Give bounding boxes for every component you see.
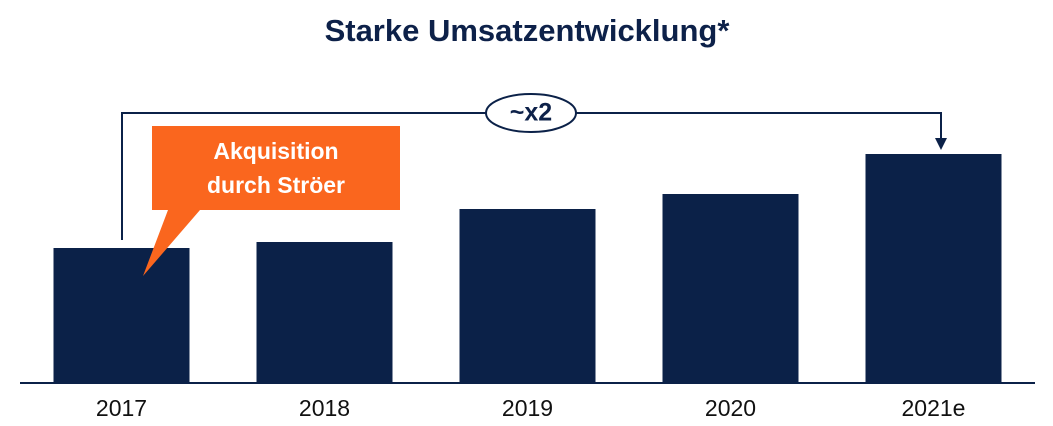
growth-badge xyxy=(485,93,577,133)
x-tick-label: 2019 xyxy=(502,395,553,421)
callout-text: durch Ströer xyxy=(207,172,345,198)
x-tick-label: 2021e xyxy=(902,395,966,421)
x-tick-label: 2018 xyxy=(299,395,350,421)
bar xyxy=(459,209,596,383)
bar xyxy=(662,194,799,383)
chart-title: Starke Umsatzentwicklung* xyxy=(325,13,731,48)
x-tick-label: 2017 xyxy=(96,395,147,421)
x-tick-label: 2020 xyxy=(705,395,756,421)
callout-text: Akquisition xyxy=(213,138,338,164)
bar xyxy=(53,248,190,383)
bar xyxy=(865,154,1002,383)
growth-label: ~x2 xyxy=(510,99,552,127)
arrow-head xyxy=(935,138,947,150)
callout-box xyxy=(143,126,400,276)
bar xyxy=(256,242,393,383)
